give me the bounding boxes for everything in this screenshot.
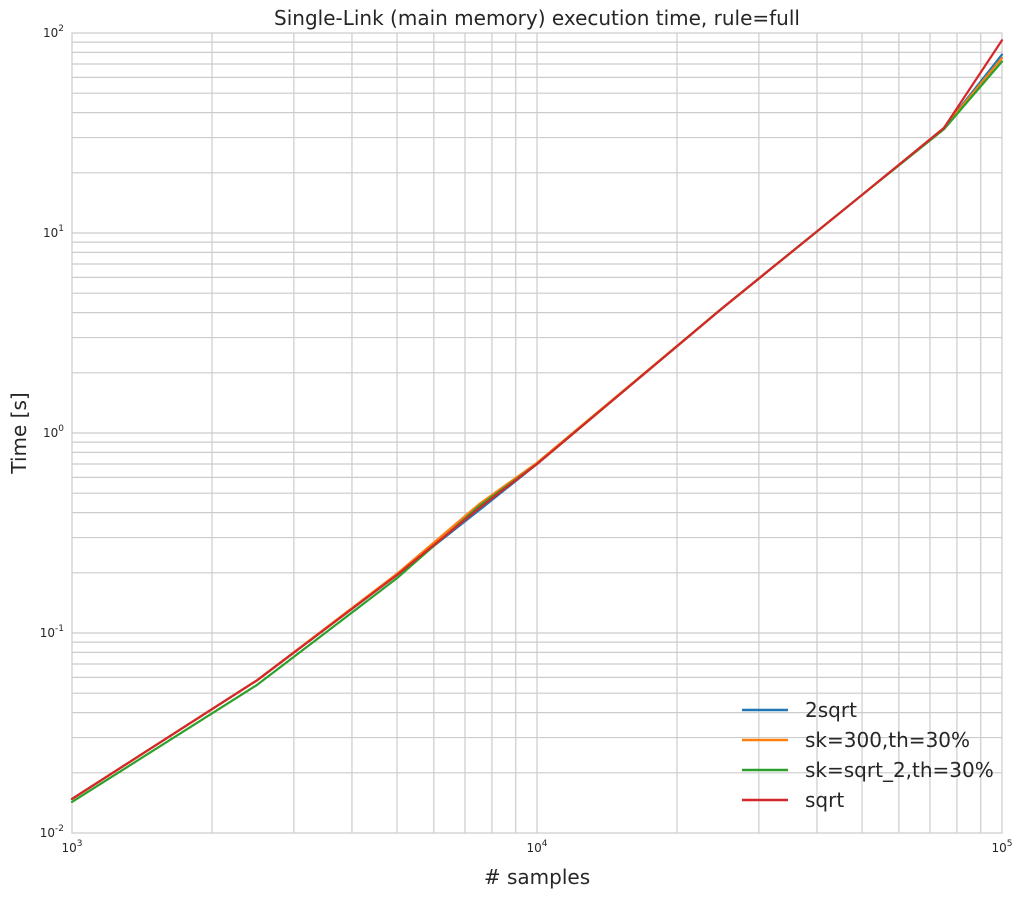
y-tick-label: 10-2 xyxy=(40,824,64,840)
y-tick-label: 10-1 xyxy=(40,624,64,640)
x-tick-label: 103 xyxy=(61,839,82,855)
y-tick-label: 100 xyxy=(43,424,64,440)
x-axis-label: # samples xyxy=(484,865,590,889)
y-tick-label: 101 xyxy=(43,224,64,240)
series-line-sqrt xyxy=(70,39,1004,801)
y-axis-label: Time [s] xyxy=(7,392,31,474)
legend-label: 2sqrt xyxy=(805,698,857,722)
chart-title: Single-Link (main memory) execution time… xyxy=(274,6,800,30)
series-lines xyxy=(70,39,1004,804)
x-tick-label: 104 xyxy=(526,839,547,855)
y-tick-label: 102 xyxy=(43,24,64,40)
tick-labels: 103 104 105 10-2 10-1 100 101 102 xyxy=(40,24,1013,855)
legend-label: sqrt xyxy=(805,788,844,812)
plot-frame xyxy=(71,32,1003,834)
legend: 2sqrt sk=300,th=30% sk=sqrt_2,th=30%sqrt xyxy=(742,698,994,812)
x-tick-label: 105 xyxy=(991,839,1012,855)
grid xyxy=(72,33,1002,833)
legend-label: sk=300,th=30% xyxy=(805,728,970,752)
legend-label: sk=sqrt_2,th=30% xyxy=(805,758,994,782)
